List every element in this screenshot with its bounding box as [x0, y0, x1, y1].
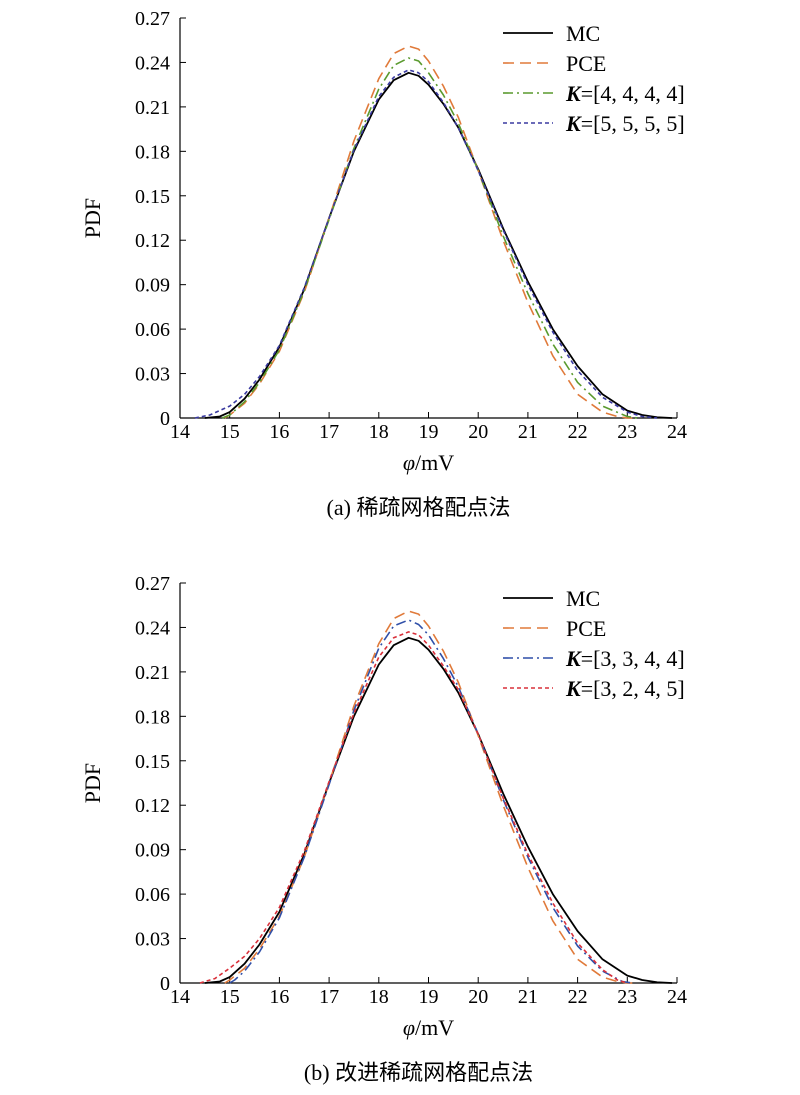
x-tick-label: 17 [319, 421, 339, 443]
y-tick-label: 0.21 [135, 97, 170, 119]
x-tick-label: 19 [419, 421, 439, 443]
x-axis-label-unit: /mV [415, 1015, 454, 1040]
x-tick-label: 16 [269, 986, 289, 1008]
chart-panel-a: 0 0.03 0.06 0.09 0.12 0.15 0.18 0.21 0.24 0.27 14 1… [80, 8, 687, 520]
x-axis-label: φ/mV [403, 450, 454, 475]
legend-label-0: MC [566, 586, 600, 611]
x-tick-label: 23 [617, 421, 637, 443]
legend-label-text: =[5, 5, 5, 5] [581, 111, 685, 136]
legend-label-symbol: K [565, 676, 582, 701]
y-tick-label: 0.06 [135, 319, 170, 341]
legend-label-symbol: K [565, 646, 582, 671]
x-tick-label: 14 [170, 421, 190, 443]
y-tick-label: 0.09 [135, 840, 170, 862]
y-tick-label: 0.03 [135, 364, 170, 386]
y-tick-label: 0.21 [135, 662, 170, 684]
legend-label-symbol: K [565, 81, 582, 106]
legend-label-2: K=[3, 3, 4, 4] [565, 646, 685, 671]
series-line-0 [204, 71, 673, 419]
y-tick-label: 0.24 [135, 52, 170, 74]
y-tick-label: 0.06 [135, 884, 170, 906]
x-axis-label-symbol: φ [403, 450, 415, 475]
legend-label-text: =[3, 2, 4, 5] [581, 676, 685, 701]
legend-label-1: PCE [566, 51, 606, 76]
series-line-3 [199, 631, 628, 984]
x-tick-label: 20 [468, 421, 488, 443]
x-tick-label: 21 [518, 421, 538, 443]
x-tick-label: 18 [369, 986, 389, 1008]
x-tick-label: 18 [369, 421, 389, 443]
y-tick-label: 0.15 [135, 186, 170, 208]
y-tick-label: 0.03 [135, 929, 170, 951]
legend-label-0: MC [566, 21, 600, 46]
y-tick-label: 0.27 [135, 8, 170, 30]
x-tick-label: 17 [319, 986, 339, 1008]
legend-label-1: PCE [566, 616, 606, 641]
y-tick-label: 0.15 [135, 751, 170, 773]
legend-label-2: K=[4, 4, 4, 4] [565, 81, 685, 106]
y-axis-label: PDF [80, 198, 105, 238]
legend-label-text: =[3, 3, 4, 4] [581, 646, 685, 671]
series-line-2 [221, 57, 638, 419]
x-axis-label-unit: /mV [415, 450, 454, 475]
legend-label-3: K=[5, 5, 5, 5] [565, 111, 685, 136]
y-tick-label: 0.24 [135, 617, 170, 639]
x-tick-label: 21 [518, 986, 538, 1008]
x-tick-label: 16 [269, 421, 289, 443]
y-tick-label: 0.09 [135, 275, 170, 297]
x-tick-label: 24 [667, 986, 687, 1008]
panel-caption: (a) 稀疏网格配点法 [327, 495, 511, 520]
x-tick-label: 22 [568, 986, 588, 1008]
x-tick-label: 23 [617, 986, 637, 1008]
y-tick-label: 0.12 [135, 230, 170, 252]
chart-panel-b: 0 0.03 0.06 0.09 0.12 0.15 0.18 0.21 0.24 0.27 14 1… [80, 573, 687, 1085]
series-line-3 [194, 69, 658, 419]
x-tick-label: 15 [220, 421, 240, 443]
x-tick-label: 14 [170, 986, 190, 1008]
x-tick-label: 20 [468, 986, 488, 1008]
legend-label-text: =[4, 4, 4, 4] [581, 81, 685, 106]
y-tick-label: 0 [160, 973, 170, 995]
y-tick-label: 0.18 [135, 141, 170, 163]
x-axis-label-symbol: φ [403, 1015, 415, 1040]
y-tick-label: 0 [160, 408, 170, 430]
x-tick-label: 22 [568, 421, 588, 443]
series-line-1 [224, 45, 633, 419]
x-axis-label: φ/mV [403, 1015, 454, 1040]
series-line-1 [224, 610, 633, 984]
panel-caption: (b) 改进稀疏网格配点法 [304, 1060, 533, 1085]
series-line-0 [204, 636, 673, 984]
series-line-2 [229, 619, 633, 984]
y-tick-label: 0.12 [135, 795, 170, 817]
legend-label-symbol: K [565, 111, 582, 136]
y-axis-label: PDF [80, 763, 105, 803]
x-tick-label: 19 [419, 986, 439, 1008]
y-tick-label: 0.18 [135, 706, 170, 728]
x-tick-label: 15 [220, 986, 240, 1008]
y-tick-label: 0.27 [135, 573, 170, 595]
x-tick-label: 24 [667, 421, 687, 443]
legend-label-3: K=[3, 2, 4, 5] [565, 676, 685, 701]
